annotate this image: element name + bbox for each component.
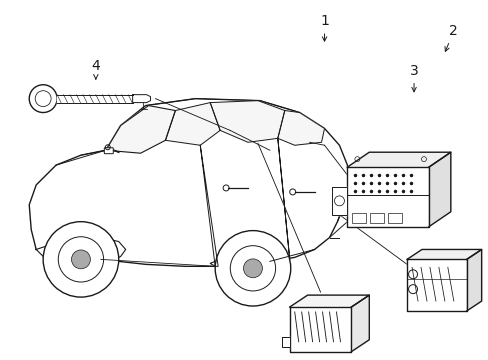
Polygon shape [36,238,125,265]
Polygon shape [346,152,450,167]
FancyBboxPatch shape [369,213,384,223]
Polygon shape [132,95,150,103]
Polygon shape [29,99,349,266]
Circle shape [215,231,290,306]
FancyBboxPatch shape [352,213,366,223]
Polygon shape [289,307,351,352]
Polygon shape [210,100,284,142]
FancyBboxPatch shape [387,213,401,223]
FancyBboxPatch shape [104,148,113,154]
Polygon shape [351,295,368,352]
Polygon shape [277,111,324,145]
Text: 2: 2 [444,24,457,51]
Circle shape [71,250,90,269]
Polygon shape [57,95,132,103]
Polygon shape [406,260,466,311]
Polygon shape [289,295,368,307]
Circle shape [43,222,119,297]
Polygon shape [406,249,481,260]
Polygon shape [346,167,428,227]
Polygon shape [332,187,346,215]
Text: 1: 1 [320,14,328,41]
Text: 4: 4 [91,59,100,79]
Polygon shape [281,337,289,347]
Polygon shape [466,249,481,311]
Polygon shape [165,103,220,145]
Text: 3: 3 [409,64,418,92]
Polygon shape [105,105,175,153]
Circle shape [243,259,262,278]
Polygon shape [210,252,289,277]
Circle shape [29,85,57,113]
Polygon shape [428,152,450,227]
